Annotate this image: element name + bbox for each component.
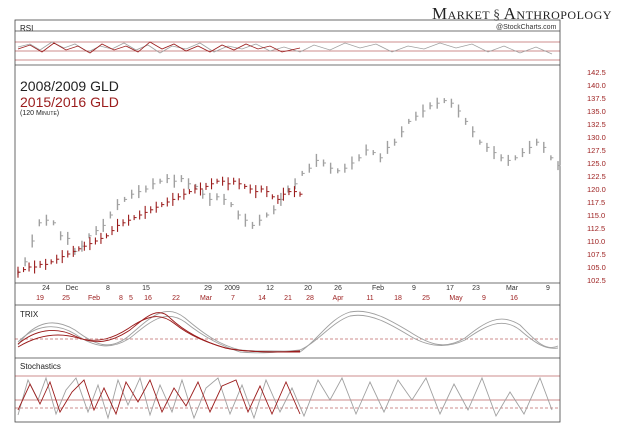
credit-text: @StockCharts.com: [496, 24, 557, 31]
x-tick-bottom: 9: [482, 295, 486, 302]
x-tick-bottom: 5: [129, 295, 133, 302]
x-tick-bottom: 25: [422, 295, 430, 302]
chart-title: 2008/2009 GLD: [20, 78, 119, 94]
x-tick-top: 8: [106, 285, 110, 292]
trix-label: TRIX: [20, 310, 39, 319]
y-tick-label: 102.5: [587, 276, 606, 285]
y-tick-label: 107.5: [587, 250, 606, 259]
x-tick-bottom: Feb: [88, 295, 100, 302]
x-tick-top: 2009: [224, 285, 240, 292]
x-tick-bottom: 25: [62, 295, 70, 302]
y-tick-label: 130.0: [587, 133, 606, 142]
brand-title: Market § Anthropology: [432, 4, 612, 24]
stochastics-panel: [15, 375, 560, 420]
x-tick-bottom: 14: [258, 295, 266, 302]
price-series: [17, 97, 561, 278]
x-tick-bottom: 19: [36, 295, 44, 302]
x-tick-bottom: 22: [172, 295, 180, 302]
x-axis-bottom: 19 25 Feb 8 5 16 22 Mar 7 14 21 28 Apr 11 18 25 May 9 16: [36, 295, 518, 302]
x-tick-top: 9: [546, 285, 550, 292]
x-tick-bottom: 16: [510, 295, 518, 302]
x-tick-bottom: 28: [306, 295, 314, 302]
x-tick-top: 15: [142, 285, 150, 292]
y-tick-label: 125.0: [587, 159, 606, 168]
x-tick-bottom: 16: [144, 295, 152, 302]
y-tick-label: 120.0: [587, 185, 606, 194]
x-tick-bottom: 21: [284, 295, 292, 302]
x-tick-bottom: 18: [394, 295, 402, 302]
x-axis-top: 24 Dec 8 15 29 2009 12 20 26 Feb 9 17 23 Mar 9: [42, 285, 550, 292]
y-tick-label: 122.5: [587, 172, 606, 181]
y-tick-label: 112.5: [587, 224, 605, 233]
y-tick-label: 117.5: [587, 198, 605, 207]
y-tick-label: 115.0: [587, 211, 605, 220]
x-tick-bottom: May: [449, 295, 463, 302]
trix-panel: [15, 310, 560, 359]
outer-border: [14, 19, 561, 423]
chart-subtitle: 2015/2016 GLD: [20, 94, 119, 110]
x-tick-bottom: Mar: [200, 295, 213, 302]
rsi-label: RSI: [20, 24, 34, 33]
chart-note: (120 Minute): [20, 110, 60, 117]
x-tick-top: Feb: [372, 285, 384, 292]
dna-icon: §: [493, 8, 501, 23]
x-tick-bottom: Apr: [333, 295, 345, 302]
y-tick-label: 140.0: [587, 81, 606, 90]
y-tick-label: 105.0: [587, 263, 606, 272]
stochastics-label: Stochastics: [20, 362, 61, 371]
y-tick-label: 110.0: [587, 237, 605, 246]
y-tick-label: 135.0: [587, 107, 606, 116]
x-tick-top: 23: [472, 285, 480, 292]
y-tick-label: 127.5: [587, 146, 606, 155]
x-tick-top: 9: [412, 285, 416, 292]
y-axis: 142.5 140.0 137.5 135.0 132.5 130.0 127.5 125.0…: [587, 68, 606, 285]
x-tick-top: Mar: [506, 285, 519, 292]
y-tick-label: 137.5: [587, 94, 606, 103]
x-tick-top: 17: [446, 285, 454, 292]
x-tick-top: 24: [42, 285, 50, 292]
brand-name-left: Market: [432, 4, 491, 23]
y-tick-label: 132.5: [587, 120, 606, 129]
x-tick-top: 29: [204, 285, 212, 292]
rsi-panel: [15, 30, 560, 66]
x-tick-bottom: 7: [231, 295, 235, 302]
x-tick-top: 26: [334, 285, 342, 292]
x-tick-top: 12: [266, 285, 274, 292]
y-tick-label: 142.5: [587, 68, 606, 77]
x-tick-top: Dec: [66, 285, 79, 292]
x-tick-bottom: 11: [366, 295, 373, 302]
x-tick-top: 20: [304, 285, 312, 292]
x-tick-bottom: 8: [119, 295, 123, 302]
brand-name-right: Anthropology: [503, 4, 612, 23]
